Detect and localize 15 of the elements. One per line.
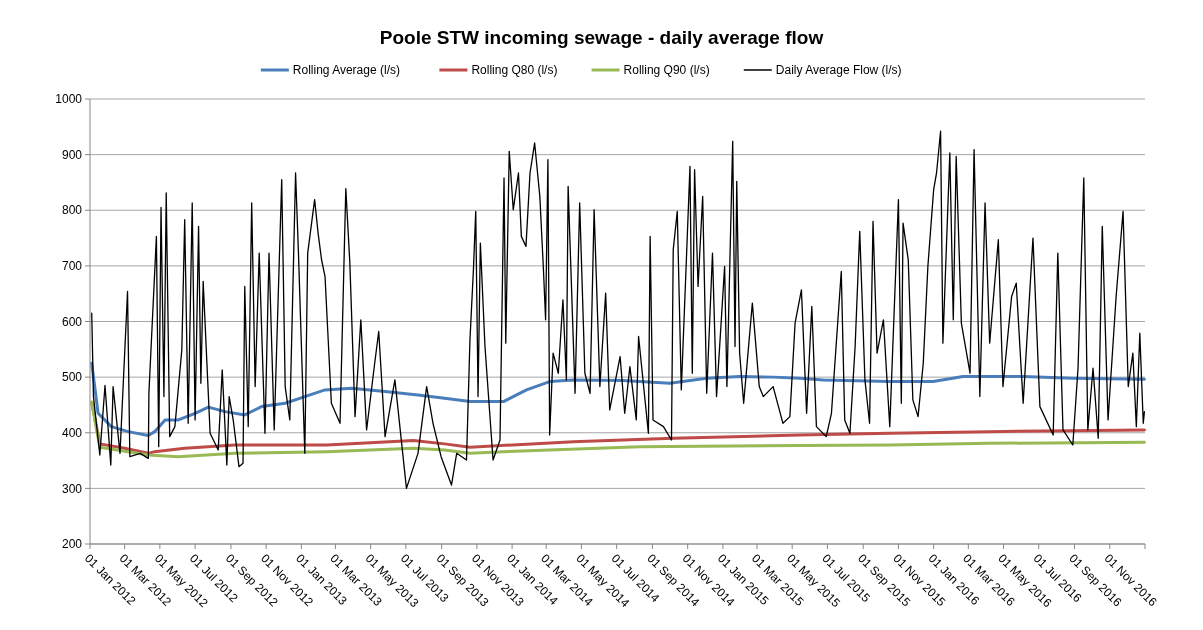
y-tick-label: 600 [61, 314, 83, 329]
legend-label: Rolling Average (l/s) [292, 63, 400, 78]
line-series [91, 130, 1146, 490]
legend-label: Daily Average Flow (l/s) [775, 63, 902, 78]
y-tick-label: 800 [61, 203, 83, 218]
y-tick-label: 700 [61, 259, 83, 274]
y-tick-label: 200 [61, 537, 83, 552]
legend-label: Rolling Q90 (l/s) [623, 63, 710, 78]
chart-title: Poole STW incoming sewage - daily average flow [379, 27, 824, 48]
y-tick-label: 300 [61, 481, 83, 496]
y-tick-label: 400 [61, 425, 83, 440]
y-tick-label: 900 [61, 147, 83, 162]
y-tick-label: 1000 [55, 92, 83, 107]
y-tick-label: 500 [61, 370, 83, 385]
legend-label: Rolling Q80 (l/s) [471, 63, 558, 78]
